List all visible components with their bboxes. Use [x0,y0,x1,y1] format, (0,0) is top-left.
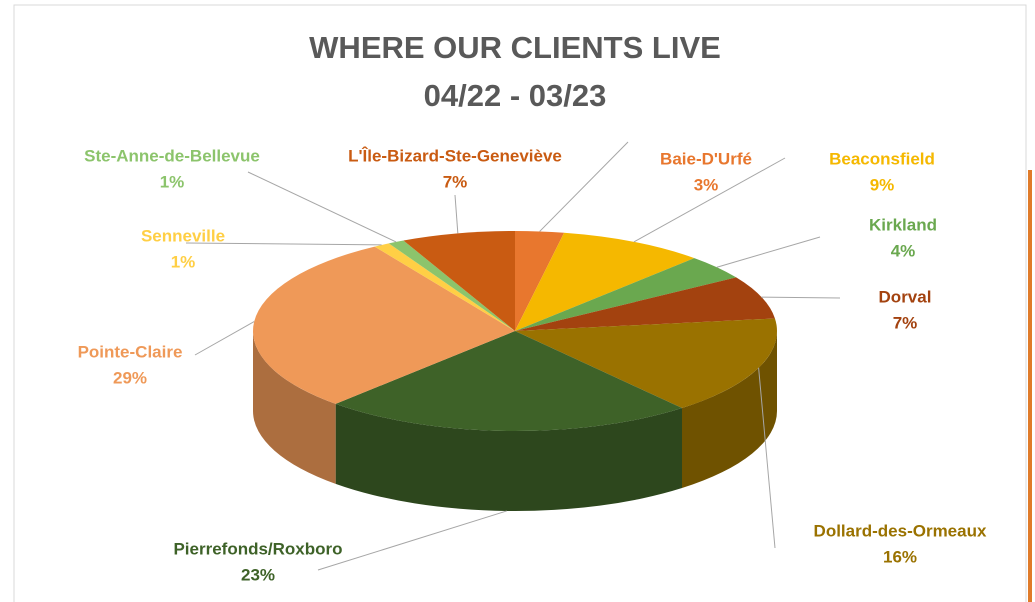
data-label-name: Dollard-des-Ormeaux [814,521,987,540]
data-label-name: Senneville [141,226,225,245]
pie-slice [515,318,778,409]
pie-slice-side [682,331,777,489]
data-label-value: 1% [171,252,196,271]
data-label-name: L'Île-Bizard-Ste-Geneviève [348,146,562,165]
pie-slice [515,258,737,331]
pie-slice-side [253,331,336,484]
leader-line [454,194,459,234]
leader-line [247,171,397,243]
data-label-value: 7% [443,172,468,191]
pie-slice [335,331,683,431]
data-label-value: 29% [113,368,147,387]
data-label-value: 7% [893,313,918,332]
leader-line [194,321,255,356]
data-label-value: 4% [891,241,916,260]
pie-slice-side [335,403,683,511]
data-label-name: Beaconsfield [829,149,935,168]
leader-line [758,367,776,549]
leader-line [539,141,629,232]
pie-slice [515,231,565,331]
data-label-name: Dorval [879,287,932,306]
data-label-value: 1% [160,172,185,191]
data-label-name: Pointe-Claire [78,342,183,361]
data-label-value: 3% [694,175,719,194]
pie-slice [403,231,515,331]
leader-line [185,242,382,246]
data-label-value: 23% [241,565,275,584]
data-label-name: Ste-Anne-de-Bellevue [84,146,260,165]
pie-slice [515,277,775,331]
chart-subtitle: 04/22 - 03/23 [424,78,607,113]
leader-line [317,510,507,571]
leader-line [633,157,786,243]
side-accent [1028,170,1032,602]
chart-title: WHERE OUR CLIENTS LIVE [309,30,721,65]
data-label-name: Kirkland [869,215,937,234]
data-label-name: Pierrefonds/Roxboro [173,539,342,558]
pie-slice [515,232,695,331]
leader-line [761,296,841,299]
data-label-value: 16% [883,547,917,566]
pie-slice [253,246,515,404]
data-label-value: 9% [870,175,895,194]
pie-slice [374,243,515,331]
pie-slice [388,240,515,331]
data-label-name: Baie-D'Urfé [660,149,752,168]
leader-line [716,236,821,268]
